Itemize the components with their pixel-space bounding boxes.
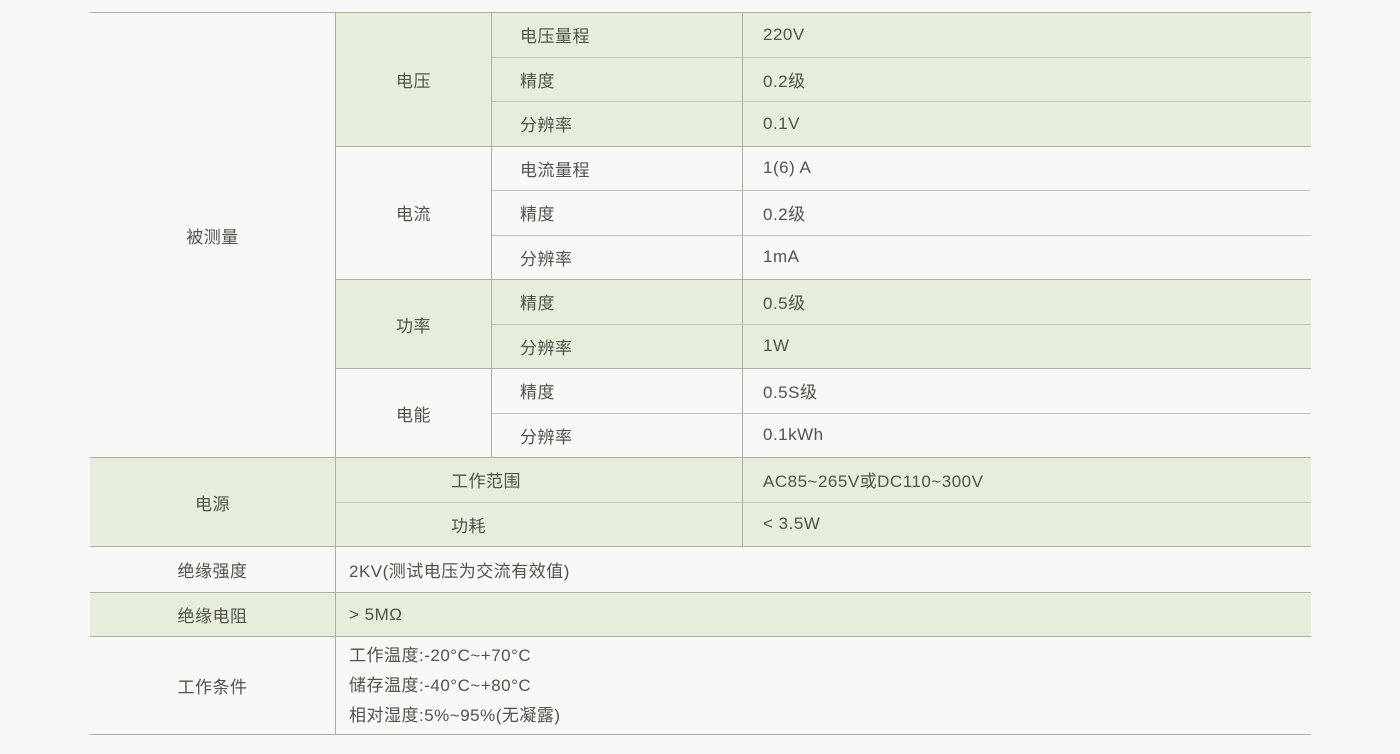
spec-value: 1(6) A — [743, 145, 1311, 190]
spec-param: 分辨率 — [492, 323, 743, 368]
spec-param: 工作范围 — [336, 457, 743, 502]
spec-param: 功耗 — [336, 501, 743, 546]
spec-value: 0.1kWh — [743, 412, 1311, 457]
working-temperature-line: 工作温度:-20°C~+70°C — [349, 645, 532, 665]
spec-value: 0.2级 — [743, 56, 1311, 101]
spec-value: 0.5S级 — [743, 368, 1311, 413]
spec-param: 电压量程 — [492, 12, 743, 57]
supply-section-label: 电源 — [90, 457, 336, 546]
spec-value: AC85~265V或DC110~300V — [743, 457, 1311, 502]
group-current-label: 电流 — [336, 145, 492, 279]
spec-value: 0.1V — [743, 101, 1311, 146]
working-conditions-value: 工作温度:-20°C~+70°C 储存温度:-40°C~+80°C 相对湿度:5… — [336, 636, 1311, 735]
spec-param: 精度 — [492, 190, 743, 235]
relative-humidity-line: 相对湿度:5%~95%(无凝露) — [349, 705, 561, 725]
spec-param: 分辨率 — [492, 412, 743, 457]
group-energy-label: 电能 — [336, 368, 492, 457]
insulation-resistance-label: 绝缘电阻 — [90, 592, 336, 636]
spec-param: 精度 — [492, 56, 743, 101]
specification-table: 被测量 电压 电压量程 220V 精度 0.2级 分辨率 0.1V 电流 电流量… — [90, 12, 1311, 735]
insulation-resistance-value: > 5MΩ — [336, 592, 1311, 636]
insulation-strength-label: 绝缘强度 — [90, 546, 336, 592]
spec-value: 1W — [743, 323, 1311, 368]
spec-param: 电流量程 — [492, 145, 743, 190]
group-voltage-label: 电压 — [336, 12, 492, 146]
spec-value: < 3.5W — [743, 501, 1311, 546]
spec-value: 0.2级 — [743, 190, 1311, 235]
storage-temperature-line: 储存温度:-40°C~+80°C — [349, 675, 532, 695]
insulation-strength-value: 2KV(测试电压为交流有效值) — [336, 546, 1311, 592]
spec-value: 1mA — [743, 234, 1311, 279]
group-power-label: 功率 — [336, 279, 492, 368]
measured-section-label: 被测量 — [90, 12, 336, 457]
spec-value: 0.5级 — [743, 279, 1311, 324]
spec-param: 精度 — [492, 368, 743, 413]
spec-value: 220V — [743, 12, 1311, 57]
spec-param: 精度 — [492, 279, 743, 324]
working-conditions-label: 工作条件 — [90, 636, 336, 735]
spec-param: 分辨率 — [492, 101, 743, 146]
spec-param: 分辨率 — [492, 234, 743, 279]
